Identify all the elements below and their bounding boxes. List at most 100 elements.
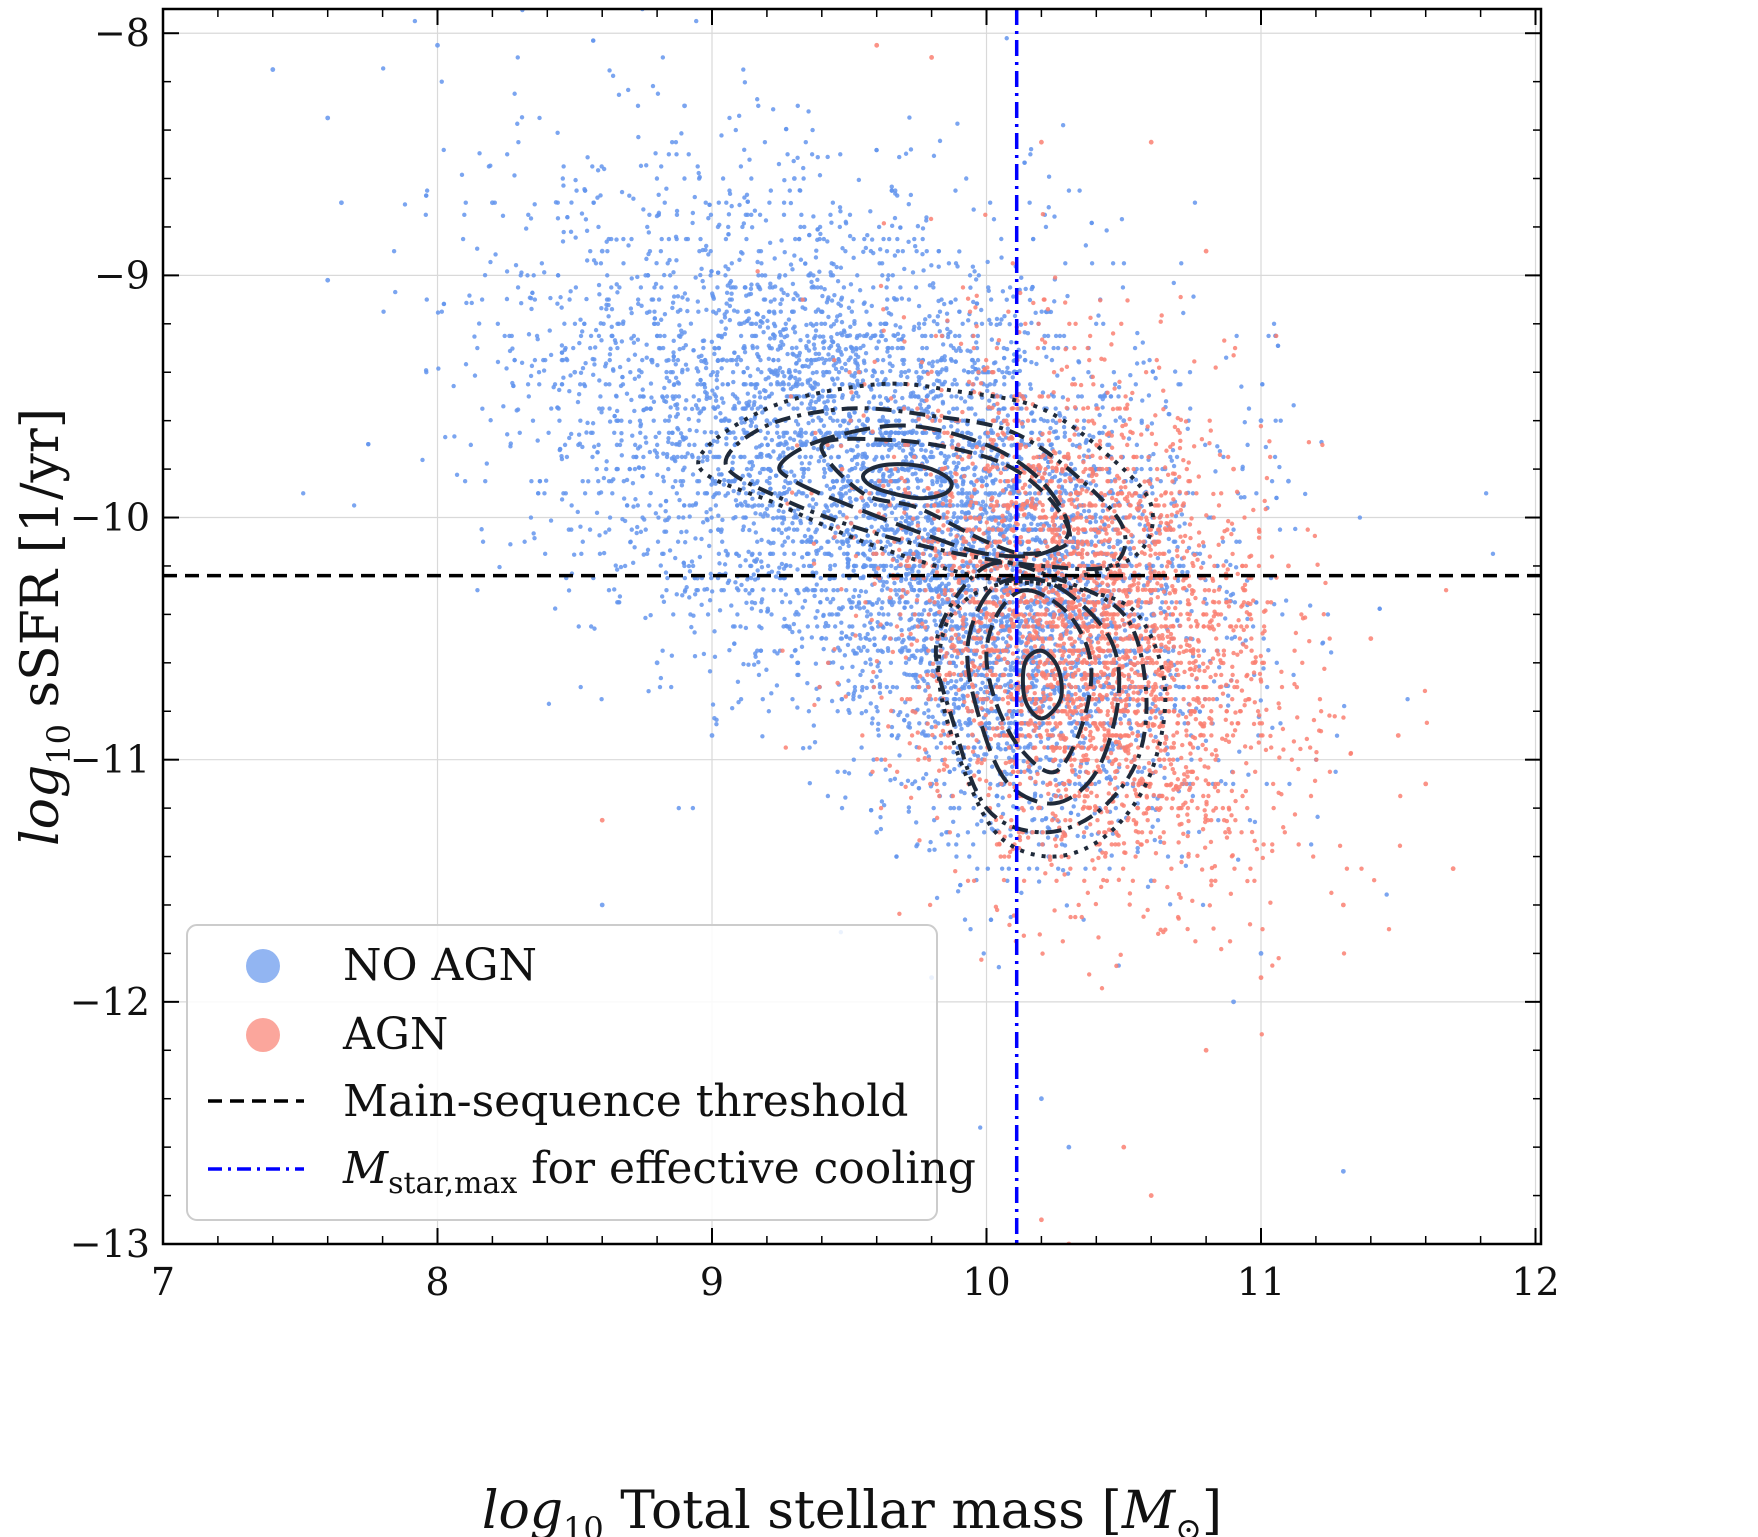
scatter-point: [712, 629, 717, 634]
scatter-point: [483, 479, 488, 484]
scatter-point: [753, 530, 759, 535]
scatter-point: [973, 277, 979, 282]
scatter-point: [931, 319, 937, 324]
scatter-point: [991, 595, 996, 600]
scatter-point: [1097, 412, 1102, 418]
scatter-point: [772, 336, 777, 341]
scatter-point: [825, 154, 830, 160]
scatter-point: [662, 418, 668, 423]
scatter-point: [556, 387, 562, 393]
scatter-point: [646, 251, 651, 257]
scatter-point: [687, 503, 692, 508]
scatter-point: [784, 394, 790, 399]
scatter-point: [655, 91, 661, 96]
scatter-point: [1029, 805, 1035, 811]
scatter-point: [1175, 544, 1180, 550]
scatter-point: [942, 453, 947, 459]
scatter-point: [776, 527, 781, 532]
scatter-point: [629, 397, 634, 403]
scatter-point: [1151, 451, 1156, 457]
scatter-point: [472, 334, 477, 339]
scatter-point: [644, 163, 649, 168]
scatter-point: [1116, 384, 1122, 390]
scatter-point: [733, 515, 738, 520]
scatter-point: [645, 547, 651, 553]
scatter-point: [783, 592, 789, 597]
scatter-point: [861, 343, 866, 348]
scatter-point: [955, 503, 960, 508]
scatter-point: [561, 164, 566, 169]
scatter-point: [850, 299, 855, 304]
scatter-point: [790, 445, 795, 451]
scatter-point: [591, 372, 596, 378]
scatter-point: [937, 329, 942, 334]
scatter-point: [1039, 818, 1045, 823]
scatter-point: [679, 454, 685, 460]
scatter-point: [890, 345, 895, 351]
scatter-point: [975, 822, 980, 827]
scatter-point: [832, 292, 837, 298]
scatter-point: [1151, 758, 1156, 763]
scatter-point: [969, 406, 974, 411]
scatter-point: [1056, 763, 1062, 768]
scatter-point: [957, 696, 962, 702]
scatter-point: [1042, 333, 1047, 339]
scatter-point: [632, 466, 638, 472]
scatter-point: [1000, 795, 1005, 800]
scatter-point: [777, 565, 782, 570]
scatter-point: [1004, 527, 1010, 532]
scatter-point: [780, 543, 785, 548]
scatter-point: [504, 296, 510, 302]
scatter-point: [500, 213, 506, 219]
scatter-point: [907, 725, 913, 730]
scatter-point: [716, 551, 722, 557]
scatter-point: [817, 269, 822, 274]
scatter-point: [1091, 434, 1096, 440]
scatter-point: [755, 406, 760, 411]
scatter-point: [716, 513, 721, 518]
scatter-point: [588, 333, 594, 339]
scatter-point: [559, 382, 565, 387]
scatter-point: [795, 422, 801, 427]
scatter-point: [829, 553, 834, 558]
scatter-point: [743, 515, 748, 520]
scatter-point: [879, 587, 885, 593]
scatter-point: [529, 306, 534, 312]
scatter-point: [816, 696, 821, 702]
scatter-point: [827, 345, 832, 351]
scatter-point: [889, 563, 894, 569]
scatter-point: [1170, 556, 1175, 562]
scatter-point: [902, 370, 908, 375]
scatter-point: [973, 412, 978, 417]
scatter-point: [949, 619, 955, 624]
scatter-point: [877, 684, 883, 690]
scatter-point: [980, 680, 985, 686]
scatter-point: [844, 587, 849, 593]
scatter-point: [839, 665, 845, 671]
scatter-point: [707, 598, 713, 603]
scatter-point: [682, 176, 687, 181]
scatter-point: [710, 388, 715, 393]
scatter-point: [1040, 390, 1046, 395]
scatter-point: [495, 321, 501, 327]
scatter-point: [515, 121, 520, 126]
scatter-point: [879, 370, 885, 375]
scatter-point: [1118, 539, 1123, 544]
scatter-point: [567, 435, 572, 441]
scatter-point: [636, 134, 641, 140]
scatter-point: [929, 521, 935, 526]
scatter-point: [1179, 512, 1185, 517]
scatter-point: [835, 343, 841, 348]
scatter-point: [737, 202, 742, 208]
scatter-point: [488, 259, 493, 265]
scatter-point: [575, 399, 581, 405]
scatter-point: [1044, 479, 1049, 484]
scatter-point: [881, 563, 887, 569]
scatter-point: [894, 558, 900, 564]
scatter-point: [719, 357, 725, 363]
scatter-point: [699, 602, 704, 608]
scatter-point: [1046, 205, 1051, 210]
scatter-point: [878, 430, 883, 435]
scatter-point: [1165, 854, 1171, 859]
scatter-point: [854, 345, 859, 351]
